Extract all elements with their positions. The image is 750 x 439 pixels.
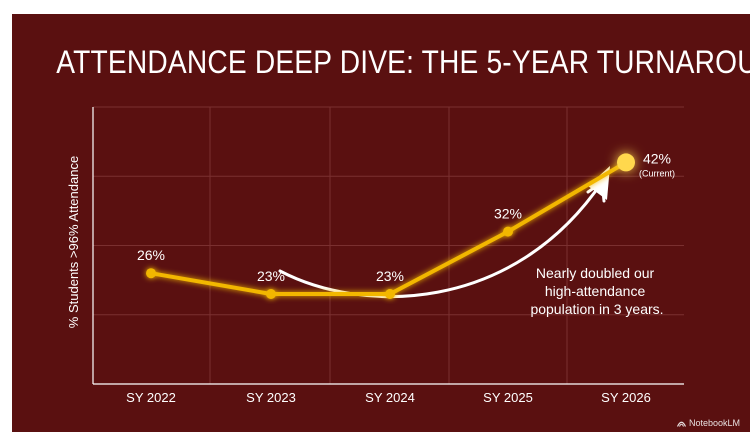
x-tick-label: SY 2022	[126, 390, 176, 405]
annotation: Nearly doubled our high-attendance popul…	[278, 166, 664, 317]
x-tick-label: SY 2024	[365, 390, 415, 405]
data-label-note: (Current)	[639, 168, 675, 178]
annotation-line-3: population in 3 years.	[530, 301, 663, 317]
axes	[92, 107, 684, 385]
data-point	[146, 268, 156, 279]
data-point	[385, 288, 395, 299]
annotation-text: Nearly doubled our high-attendance popul…	[530, 265, 663, 317]
line-chart: % Students >96% Attendance SY 2022 SY 202…	[66, 106, 684, 405]
data-labels: 26% 23% 23% 32% 42% (Current)	[137, 150, 675, 284]
data-point	[503, 226, 513, 237]
data-label: 23%	[376, 268, 404, 284]
y-axis-label: % Students >96% Attendance	[66, 156, 81, 328]
brand-text: NotebookLM	[688, 418, 740, 428]
data-label: 32%	[494, 206, 522, 222]
data-label: 42%	[643, 150, 671, 166]
grid	[93, 106, 684, 384]
chart-title: ATTENDANCE DEEP DIVE: THE 5-YEAR TURNARO…	[56, 44, 750, 80]
data-label: 23%	[257, 268, 285, 284]
x-tick-label: SY 2023	[246, 390, 296, 405]
slide: ATTENDANCE DEEP DIVE: THE 5-YEAR TURNARO…	[12, 14, 750, 432]
x-tick-label: SY 2026	[601, 390, 651, 405]
data-point	[266, 288, 276, 299]
data-label: 26%	[137, 247, 165, 263]
data-point-highlight	[617, 153, 635, 172]
x-tick-label: SY 2025	[483, 390, 533, 405]
annotation-line-2: high-attendance	[545, 283, 646, 299]
notebooklm-logo-icon	[676, 421, 686, 427]
x-tick-labels: SY 2022 SY 2023 SY 2024 SY 2025 SY 2026	[126, 390, 651, 405]
brand: NotebookLM	[676, 418, 740, 428]
series	[146, 153, 635, 299]
annotation-line-1: Nearly doubled our	[536, 265, 655, 281]
